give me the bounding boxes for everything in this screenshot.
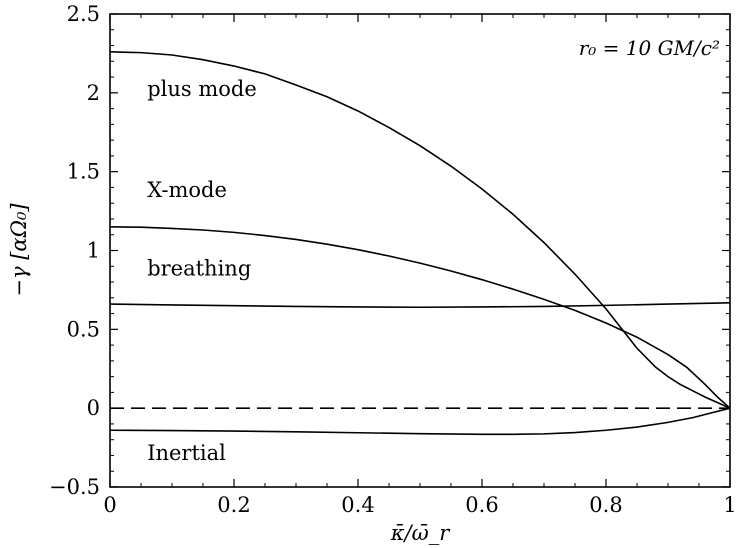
x-tick-label: 0.2 bbox=[217, 493, 250, 517]
tick-labels-layer: 0 0.2 0.4 0.6 0.8 1−0.500.511.522.5 bbox=[49, 2, 737, 517]
x-tick-label: 1 bbox=[723, 493, 736, 517]
x-axis-label: κ̄/ω̄_r bbox=[390, 521, 451, 545]
annotation-text: r₀ = 10 GM/c² bbox=[579, 36, 720, 60]
y-tick-label: 1 bbox=[87, 239, 100, 263]
y-tick-label: 2.5 bbox=[67, 2, 100, 26]
x-tick-label: 0 bbox=[103, 493, 116, 517]
curve-labels-layer: plus mode X-mode breathing Inertial bbox=[147, 77, 257, 465]
x-tick-label: 0.6 bbox=[465, 493, 498, 517]
y-tick-label: 0.5 bbox=[67, 317, 100, 341]
series-line-plus-mode bbox=[109, 51, 731, 409]
series-line-x-mode bbox=[109, 226, 731, 409]
y-tick-label: 1.5 bbox=[67, 160, 100, 184]
y-tick-label: 0 bbox=[87, 396, 100, 420]
curves-layer bbox=[109, 51, 731, 436]
y-tick-label: 2 bbox=[87, 81, 100, 105]
y-axis-label: −γ [αΩ₀] bbox=[7, 203, 31, 297]
y-tick-label: −0.5 bbox=[49, 475, 100, 499]
series-line-breathing bbox=[109, 302, 731, 309]
series-label: plus mode bbox=[147, 77, 257, 101]
ticks-layer bbox=[109, 13, 731, 488]
series-label: breathing bbox=[147, 257, 251, 281]
series-label: X-mode bbox=[147, 178, 227, 202]
x-tick-label: 0.8 bbox=[589, 493, 622, 517]
series-label: Inertial bbox=[147, 441, 226, 465]
series-line-inertial bbox=[109, 407, 731, 436]
x-tick-label: 0.4 bbox=[341, 493, 374, 517]
